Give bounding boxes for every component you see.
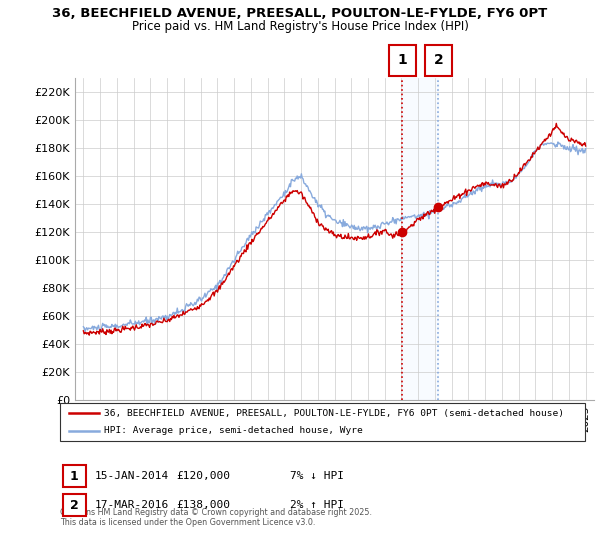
Text: Price paid vs. HM Land Registry's House Price Index (HPI): Price paid vs. HM Land Registry's House … [131,20,469,32]
Text: 7% ↓ HPI: 7% ↓ HPI [290,471,344,481]
Text: £138,000: £138,000 [176,500,230,510]
Text: 2: 2 [434,53,443,67]
Text: 2: 2 [70,498,79,512]
Text: 17-MAR-2016: 17-MAR-2016 [95,500,169,510]
Text: £120,000: £120,000 [176,471,230,481]
Text: 36, BEECHFIELD AVENUE, PREESALL, POULTON-LE-FYLDE, FY6 0PT (semi-detached house): 36, BEECHFIELD AVENUE, PREESALL, POULTON… [104,409,564,418]
Text: 15-JAN-2014: 15-JAN-2014 [95,471,169,481]
Text: 2% ↑ HPI: 2% ↑ HPI [290,500,344,510]
Text: 36, BEECHFIELD AVENUE, PREESALL, POULTON-LE-FYLDE, FY6 0PT: 36, BEECHFIELD AVENUE, PREESALL, POULTON… [52,7,548,20]
Text: Contains HM Land Registry data © Crown copyright and database right 2025.
This d: Contains HM Land Registry data © Crown c… [60,508,372,528]
Text: 1: 1 [397,53,407,67]
Bar [402,78,439,400]
Text: HPI: Average price, semi-detached house, Wyre: HPI: Average price, semi-detached house,… [104,427,362,436]
Text: 1: 1 [70,469,79,483]
